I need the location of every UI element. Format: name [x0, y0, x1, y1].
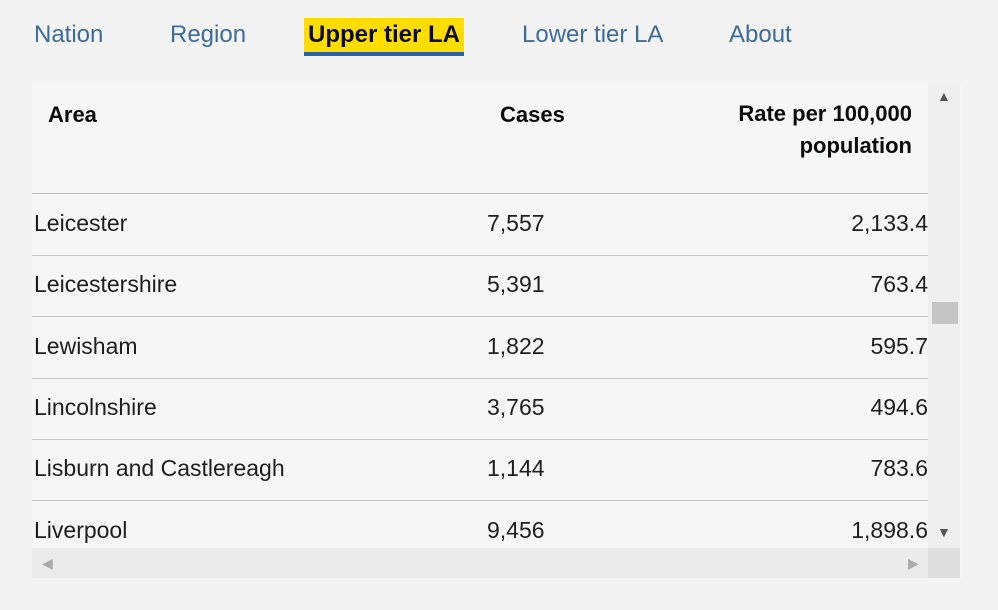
column-header-cases[interactable]: Cases	[500, 102, 565, 127]
cell-rate: 763.4	[870, 271, 928, 297]
tab-region[interactable]: Region	[170, 21, 247, 48]
horizontal-scrollbar[interactable]	[32, 548, 928, 578]
cell-area: Lincolnshire	[34, 394, 157, 420]
column-header-rate-line2: population	[799, 133, 912, 158]
tab-about[interactable]: About	[729, 21, 792, 48]
table-row: Lincolnshire 3,765 494.6	[32, 378, 928, 440]
column-header-area[interactable]: Area	[48, 102, 97, 127]
cell-cases: 5,391	[487, 271, 545, 297]
cell-cases: 7,557	[487, 210, 545, 236]
table-row: Lisburn and Castlereagh 1,144 783.6	[32, 439, 928, 501]
cell-cases: 1,822	[487, 333, 545, 359]
cell-rate: 2,133.4	[851, 210, 928, 236]
scroll-up-icon[interactable]: ▲	[937, 88, 951, 104]
table-row: Leicester 7,557 2,133.4	[32, 194, 928, 256]
table-row: Leicestershire 5,391 763.4	[32, 255, 928, 317]
cell-rate: 783.6	[870, 455, 928, 481]
tab-lower-tier-la[interactable]: Lower tier LA	[522, 21, 664, 48]
vertical-scroll-thumb[interactable]	[932, 302, 958, 324]
table-row: Lewisham 1,822 595.7	[32, 317, 928, 379]
scroll-down-icon[interactable]: ▼	[937, 524, 951, 540]
cell-cases: 9,456	[487, 517, 545, 543]
cell-cases: 1,144	[487, 455, 545, 481]
cell-area: Liverpool	[34, 517, 128, 543]
cell-rate: 1,898.6	[851, 517, 928, 543]
table-row: Liverpool 9,456 1,898.6	[32, 501, 928, 562]
scrollbar-corner	[928, 548, 960, 578]
tab-nation[interactable]: Nation	[34, 21, 104, 48]
cell-rate: 494.6	[870, 394, 928, 420]
table-header: Area Cases Rate per 100,000 population	[32, 82, 928, 194]
cases-table: Area Cases Rate per 100,000 population L…	[32, 82, 962, 578]
cell-area: Lewisham	[34, 333, 138, 359]
column-header-rate-line1: Rate per 100,000	[738, 101, 912, 126]
cell-area: Lisburn and Castlereagh	[34, 455, 285, 481]
scroll-left-icon[interactable]: ◀	[42, 555, 53, 571]
cell-area: Leicester	[34, 210, 128, 236]
cell-area: Leicestershire	[34, 271, 178, 297]
cell-cases: 3,765	[487, 394, 545, 420]
column-header-rate[interactable]: Rate per 100,000 population	[652, 98, 912, 162]
cell-rate: 595.7	[870, 333, 928, 359]
tab-bar: Nation Region Upper tier LA Lower tier L…	[0, 0, 998, 70]
tab-upper-tier-la[interactable]: Upper tier LA	[304, 18, 465, 56]
scroll-right-icon[interactable]: ▶	[908, 555, 919, 571]
